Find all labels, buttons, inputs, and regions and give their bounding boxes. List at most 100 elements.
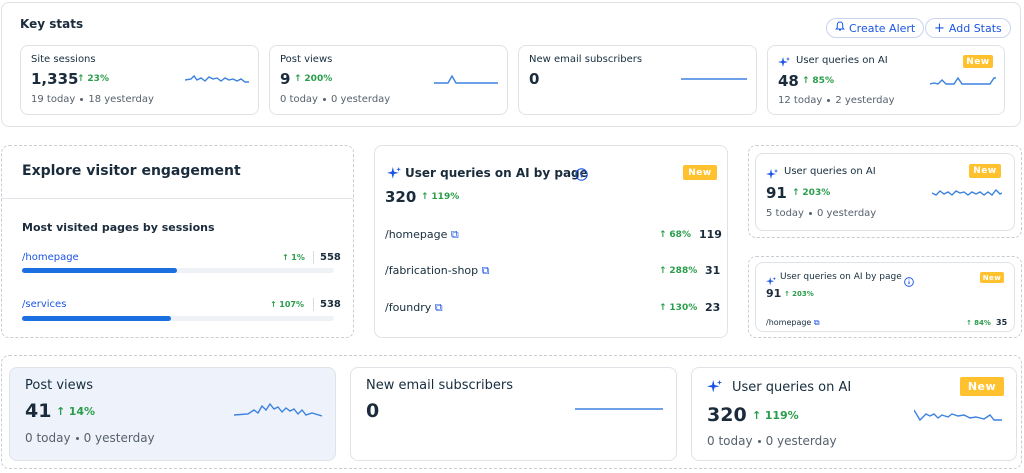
engagement-title: Explore visitor engagement	[22, 163, 241, 179]
bottom-row-panel: Post views 41 ↑ 14% 0 today 0 yesterday N…	[1, 355, 1022, 469]
external-link-icon[interactable]: ⧉	[481, 264, 490, 277]
page-link-homepage[interactable]: /homepage	[22, 252, 79, 263]
progress-fill	[22, 268, 178, 273]
ai-small-wrapper: User queries on AI New 91 ↑ 203% 5 today…	[748, 145, 1022, 238]
stat-title: New email subscribers	[366, 378, 513, 393]
page-change: ↑ 68%	[659, 230, 691, 240]
stat-title: Post views	[25, 378, 94, 393]
arrow-up-icon: ↑	[659, 230, 667, 240]
bottom-card-post-views[interactable]: Post views 41 ↑ 14% 0 today 0 yesterday	[9, 367, 336, 461]
arrow-up-icon: ↑	[752, 409, 762, 422]
stat-title: User queries on AI	[796, 55, 888, 66]
progress-bar	[22, 316, 334, 321]
engagement-divider	[2, 198, 353, 199]
stat-today-yesterday: 19 today 18 yesterday	[31, 94, 154, 105]
page-change: ↑ 288%	[659, 266, 698, 276]
progress-fill	[22, 316, 172, 321]
stat-title: User queries on AI by page	[780, 272, 902, 282]
page-link-services[interactable]: /services	[22, 299, 67, 310]
stat-change: ↑ 200%	[294, 74, 333, 84]
arrow-up-icon: ↑	[659, 266, 667, 276]
page-value: 31	[705, 264, 721, 277]
external-link-icon[interactable]: ⧉	[813, 318, 820, 327]
create-alert-button[interactable]: Create Alert	[826, 18, 925, 38]
key-stats-panel: Key stats Create Alert + Add Stats Site …	[1, 2, 1021, 127]
arrow-up-icon: ↑	[270, 300, 277, 309]
engagement-subtitle: Most visited pages by sessions	[22, 221, 215, 234]
ai-page-small-card[interactable]: User queries on AI by page New 91 ↑ 203%…	[755, 262, 1015, 332]
stat-value: 9	[280, 70, 291, 88]
page-change: ↑ 130%	[659, 303, 698, 313]
key-stats-title: Key stats	[20, 17, 84, 31]
engagement-panel: Explore visitor engagement Most visited …	[1, 145, 354, 338]
arrow-up-icon: ↑	[282, 253, 289, 262]
sparkline	[434, 74, 498, 84]
ai-by-page-value: 320	[385, 188, 417, 206]
page-value: 558	[320, 252, 341, 263]
stat-today-yesterday: 0 today 0 yesterday	[280, 94, 391, 105]
stat-today-yesterday: 5 today 0 yesterday	[766, 208, 877, 219]
divider	[313, 251, 314, 264]
arrow-up-icon: ↑	[56, 405, 66, 418]
stat-change: ↑ 119%	[752, 409, 799, 422]
stat-value: 91	[766, 184, 787, 202]
sparkline	[932, 188, 1002, 196]
page-row[interactable]: /homepage ⧉	[385, 228, 459, 241]
info-icon[interactable]	[575, 166, 588, 185]
new-badge: New	[960, 377, 1004, 396]
page-value: 23	[705, 301, 721, 314]
stat-value: 0	[529, 70, 540, 88]
stat-card-post-views[interactable]: Post views 9 ↑ 200% 0 today 0 yesterday	[269, 45, 508, 115]
arrow-up-icon: ↑	[784, 290, 790, 298]
arrow-up-icon: ↑	[659, 303, 667, 313]
stat-change: ↑ 203%	[792, 188, 831, 198]
arrow-up-icon: ↑	[421, 192, 429, 202]
bottom-card-ai-queries[interactable]: User queries on AI New 320 ↑ 119% 0 toda…	[691, 367, 1017, 461]
stat-card-site-sessions[interactable]: Site sessions 1,335 ↑ 23% 19 today 18 yes…	[20, 45, 259, 115]
stat-title: New email subscribers	[529, 54, 643, 65]
arrow-up-icon: ↑	[966, 319, 972, 327]
page-row[interactable]: /homepage ⧉	[766, 318, 820, 327]
ai-page-small-wrapper: User queries on AI by page New 91 ↑ 203%…	[748, 256, 1022, 338]
create-alert-label: Create Alert	[849, 21, 916, 35]
stat-change: ↑ 203%	[784, 290, 814, 298]
info-icon[interactable]	[904, 272, 914, 291]
arrow-up-icon: ↑	[802, 76, 810, 86]
sparkline	[234, 402, 322, 417]
ai-small-card[interactable]: User queries on AI New 91 ↑ 203% 5 today…	[755, 153, 1015, 231]
page-row[interactable]: /fabrication-shop ⧉	[385, 264, 490, 277]
new-badge: New	[683, 165, 717, 180]
page-value: 538	[320, 299, 341, 310]
stat-card-ai-queries[interactable]: User queries on AI New 48 ↑ 85% 12 today…	[767, 45, 1005, 115]
sparkline	[681, 78, 747, 80]
page-change: ↑ 84%	[966, 319, 991, 327]
progress-bar	[22, 268, 334, 273]
page-row[interactable]: /foundry ⧉	[385, 301, 443, 314]
stat-today-yesterday: 12 today 2 yesterday	[778, 95, 895, 106]
plus-icon: +	[934, 20, 945, 36]
add-stats-label: Add Stats	[948, 21, 1002, 35]
arrow-up-icon: ↑	[792, 188, 800, 198]
external-link-icon[interactable]: ⧉	[434, 301, 443, 314]
ai-by-page-change: ↑ 119%	[421, 192, 460, 202]
stat-card-email-subscribers[interactable]: New email subscribers 0	[518, 45, 757, 115]
sparkle-icon	[707, 380, 722, 399]
sparkline	[185, 74, 249, 83]
sparkle-icon	[766, 166, 778, 185]
page-change: ↑ 1%	[282, 253, 305, 262]
new-badge: New	[980, 272, 1004, 283]
stat-value: 91	[766, 287, 782, 300]
stat-title: Post views	[280, 54, 333, 65]
stat-change: ↑ 14%	[56, 405, 96, 418]
bottom-card-email-subscribers[interactable]: New email subscribers 0	[350, 367, 677, 461]
page-value: 35	[996, 318, 1008, 327]
external-link-icon[interactable]: ⧉	[450, 228, 459, 241]
new-badge: New	[969, 164, 1001, 178]
stat-value: 320	[707, 404, 747, 426]
sparkline	[575, 408, 663, 410]
stat-title: Site sessions	[31, 54, 96, 65]
ai-by-page-card[interactable]: User queries on AI by page New 320 ↑ 119…	[374, 145, 728, 338]
stat-change: ↑ 23%	[77, 74, 109, 84]
add-stats-button[interactable]: + Add Stats	[925, 18, 1011, 38]
stat-title: User queries on AI	[784, 166, 876, 177]
